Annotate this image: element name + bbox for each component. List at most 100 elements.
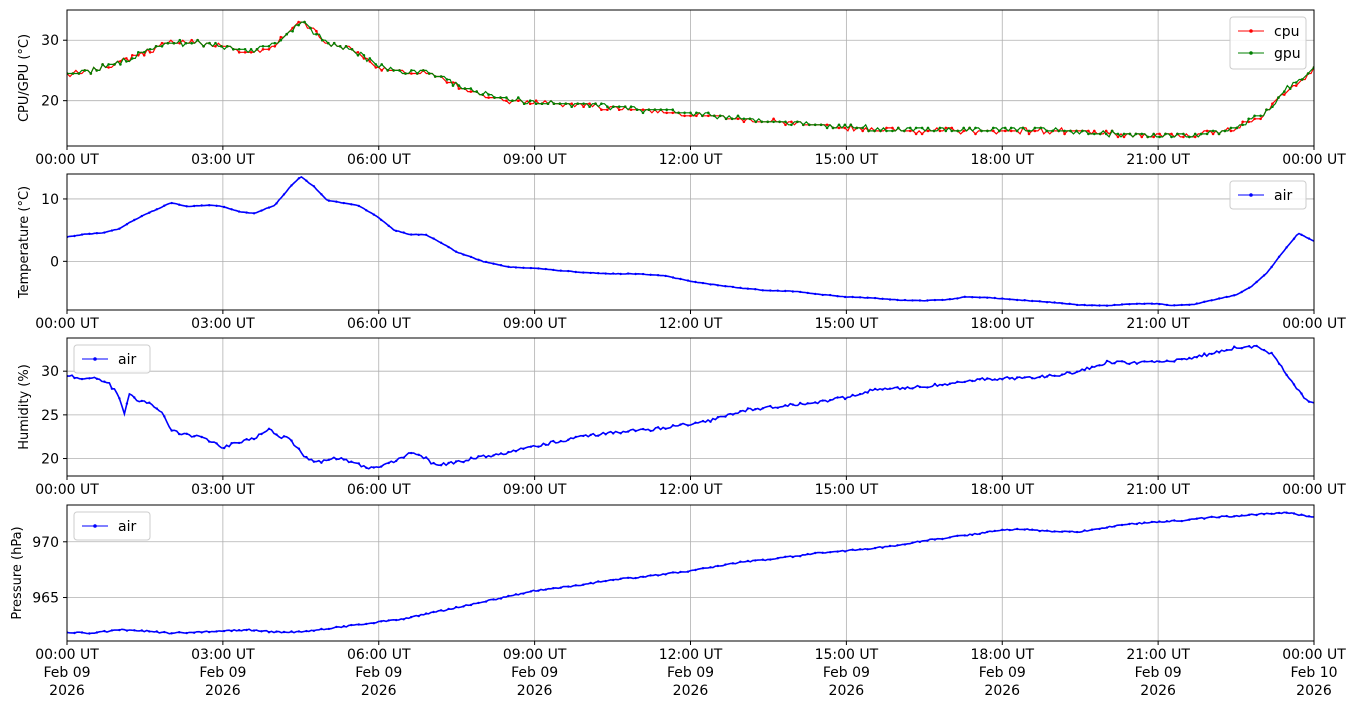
data-point — [252, 212, 256, 215]
data-point — [619, 577, 622, 580]
series-markers-air — [67, 177, 1311, 307]
data-point — [113, 63, 116, 66]
data-point — [469, 603, 473, 607]
data-point — [656, 274, 660, 277]
data-point — [837, 126, 841, 130]
data-point — [142, 54, 146, 57]
data-point — [956, 129, 959, 133]
data-point — [843, 550, 847, 553]
data-point — [612, 578, 615, 582]
data-point — [941, 537, 944, 541]
data-point — [1307, 515, 1311, 518]
data-point — [1098, 132, 1102, 136]
data-point — [528, 102, 532, 105]
data-point — [885, 126, 888, 130]
data-point — [1083, 529, 1086, 532]
data-point — [154, 45, 158, 48]
data-point — [778, 120, 781, 124]
data-point — [1210, 352, 1213, 356]
data-point — [760, 120, 764, 124]
panel-3: 00:00 UT 03:00 UT 06:00 UT 09:00 UT 12:00 UT… — [17, 337, 1346, 498]
data-point — [619, 432, 622, 435]
data-point — [891, 129, 894, 133]
data-point — [956, 297, 959, 300]
data-point — [267, 45, 271, 48]
data-point — [1188, 135, 1191, 139]
data-point — [716, 416, 720, 419]
data-point — [754, 120, 758, 124]
data-point — [1134, 132, 1138, 136]
data-point — [837, 123, 841, 127]
x-tick-label: 06:00 UT — [347, 482, 411, 498]
data-point — [1255, 344, 1258, 348]
data-point — [475, 90, 479, 93]
data-point — [1262, 513, 1266, 516]
data-point — [110, 229, 114, 232]
data-point — [1027, 132, 1031, 136]
data-point — [617, 108, 621, 111]
data-point — [170, 429, 173, 432]
data-point — [1283, 90, 1286, 93]
data-point — [1240, 290, 1243, 294]
data-point — [140, 399, 143, 403]
x-year-label: 2026 — [673, 683, 709, 699]
data-point — [297, 20, 300, 24]
data-point — [866, 391, 869, 394]
data-point — [694, 421, 697, 424]
data-point — [305, 179, 308, 182]
data-point — [215, 630, 218, 633]
data-point — [342, 458, 345, 461]
data-point — [260, 209, 263, 212]
data-point — [226, 45, 229, 48]
data-point — [686, 279, 690, 282]
data-point — [327, 458, 331, 461]
x-tick-label: 12:00 UT — [659, 482, 723, 498]
data-point — [71, 72, 75, 75]
data-point — [776, 406, 779, 409]
data-point — [1093, 129, 1096, 133]
data-point — [1199, 132, 1203, 136]
data-point — [671, 108, 674, 111]
data-point — [918, 299, 922, 302]
series-markers-air — [67, 511, 1311, 635]
data-point — [1217, 132, 1221, 136]
data-point — [338, 45, 342, 48]
data-point — [858, 392, 862, 396]
data-point — [1262, 274, 1266, 277]
x-tick-label: 03:00 UT — [191, 152, 255, 168]
data-point — [454, 250, 458, 253]
x-tick-label: 03:00 UT — [191, 316, 255, 332]
x-tick-label: 06:00 UT — [347, 316, 411, 332]
data-point — [724, 117, 728, 121]
y-tick-label: 965 — [32, 591, 59, 607]
data-point — [417, 233, 420, 236]
data-point — [1060, 530, 1064, 533]
y-axis-label: CPU/GPU (°C) — [17, 34, 32, 122]
data-point — [356, 54, 360, 57]
data-point — [574, 270, 577, 274]
data-point — [867, 129, 870, 133]
data-point — [962, 126, 965, 130]
data-point — [1098, 527, 1101, 531]
data-point — [404, 72, 407, 75]
data-point — [933, 538, 937, 541]
data-point — [222, 629, 226, 633]
data-point — [103, 629, 106, 633]
data-point — [245, 438, 248, 441]
data-point — [903, 298, 907, 302]
data-point — [567, 269, 570, 273]
data-point — [424, 456, 428, 459]
data-point — [445, 78, 449, 81]
data-point — [1241, 120, 1244, 124]
data-point — [978, 296, 981, 299]
data-point — [1165, 520, 1169, 523]
data-point — [656, 426, 660, 429]
data-point — [589, 433, 592, 437]
data-point — [626, 430, 630, 433]
data-point — [612, 105, 615, 108]
x-tick-label: 12:00 UT — [659, 316, 723, 332]
x-tick-label: 09:00 UT — [503, 482, 567, 498]
data-point — [133, 629, 136, 632]
data-point — [312, 629, 316, 632]
data-point — [806, 552, 809, 556]
